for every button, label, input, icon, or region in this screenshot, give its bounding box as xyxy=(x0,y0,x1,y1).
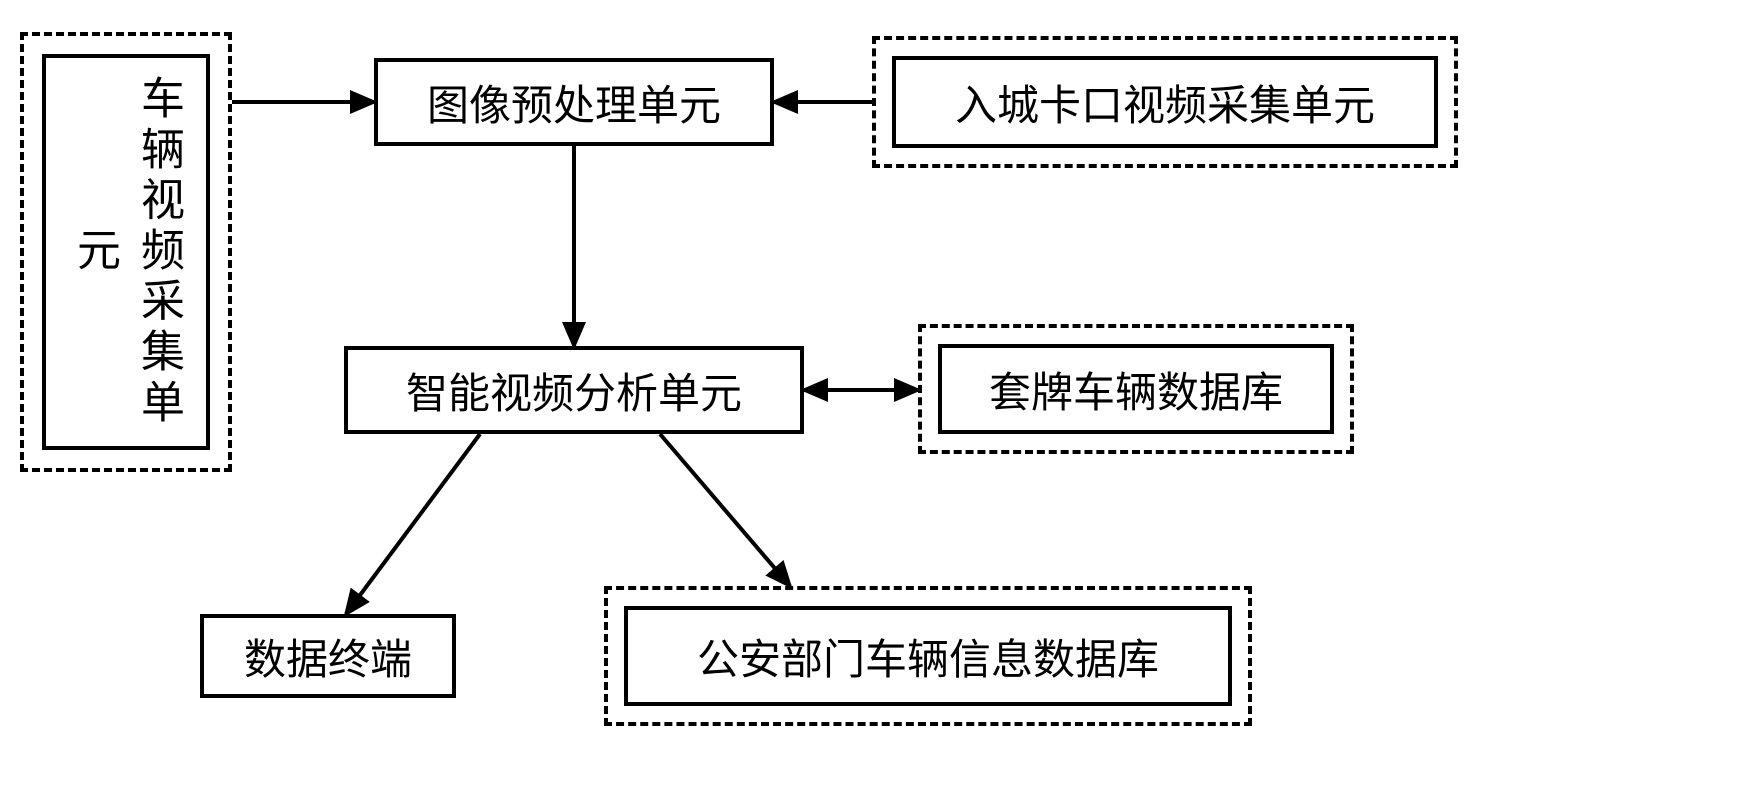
node-smart-video: 智能视频分析单元 xyxy=(344,346,804,434)
node-smart-video-label: 智能视频分析单元 xyxy=(406,360,742,421)
node-vehicle-video-label: 车辆视频采集单元 xyxy=(62,58,190,446)
edge xyxy=(660,434,790,586)
node-police-db: 公安部门车辆信息数据库 xyxy=(624,606,1232,706)
node-img-preprocess-label: 图像预处理单元 xyxy=(427,72,721,133)
node-vehicle-video: 车辆视频采集单元 xyxy=(42,54,210,450)
node-fake-plate-db: 套牌车辆数据库 xyxy=(938,344,1334,434)
node-city-checkpoint: 入城卡口视频采集单元 xyxy=(892,56,1438,148)
node-img-preprocess: 图像预处理单元 xyxy=(374,58,774,146)
node-data-terminal: 数据终端 xyxy=(200,614,456,698)
node-police-db-label: 公安部门车辆信息数据库 xyxy=(697,626,1159,687)
node-fake-plate-db-label: 套牌车辆数据库 xyxy=(989,359,1283,420)
node-city-checkpoint-label: 入城卡口视频采集单元 xyxy=(955,72,1375,133)
node-data-terminal-label: 数据终端 xyxy=(244,626,412,687)
edge xyxy=(346,434,480,614)
